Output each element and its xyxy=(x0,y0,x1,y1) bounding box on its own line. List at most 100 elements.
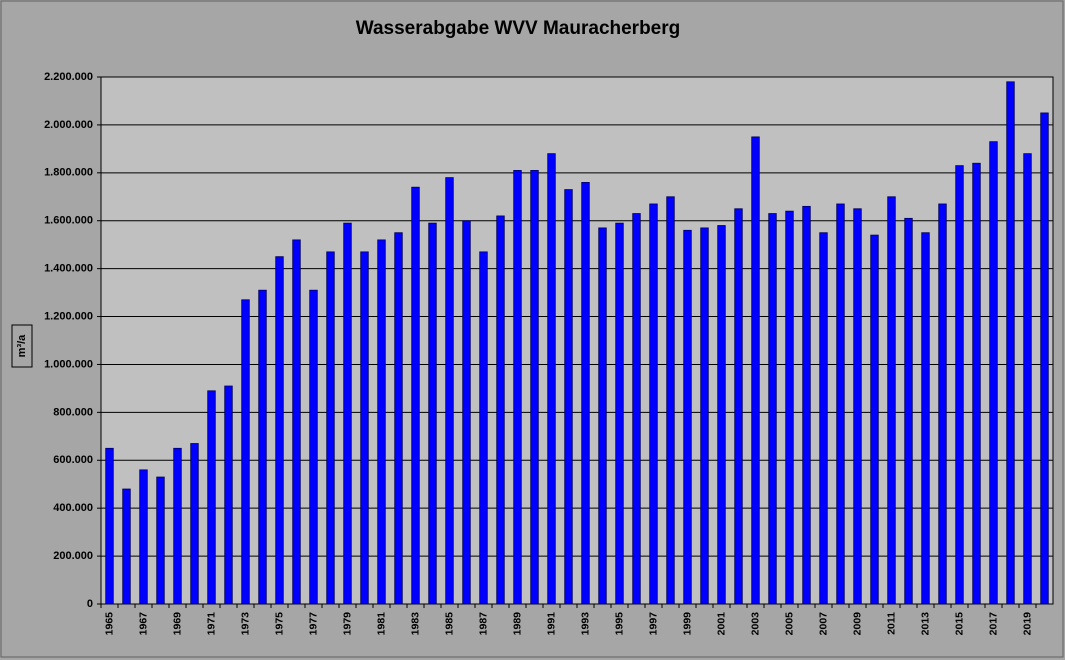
bar xyxy=(700,227,709,605)
x-tick-label: 2003 xyxy=(749,612,761,636)
y-tick-label: 800.000 xyxy=(53,406,93,418)
bar xyxy=(734,208,743,605)
x-tick-label: 1981 xyxy=(375,612,387,636)
bar xyxy=(394,232,403,605)
bar xyxy=(547,153,556,605)
bar xyxy=(479,251,488,605)
y-label-box xyxy=(11,324,33,368)
bar xyxy=(887,196,896,605)
bar xyxy=(513,170,522,605)
bar xyxy=(122,488,131,605)
bar xyxy=(496,215,505,605)
x-tick-label: 2005 xyxy=(783,612,795,636)
y-axis-label: m³/a xyxy=(16,334,28,358)
bar xyxy=(989,141,998,605)
x-tick-label: 1975 xyxy=(273,612,285,636)
bar xyxy=(105,447,114,605)
bar xyxy=(156,476,165,605)
bar xyxy=(683,229,692,605)
bar xyxy=(292,239,301,605)
y-tick-label: 0 xyxy=(87,598,93,610)
bar xyxy=(173,447,182,605)
x-tick-label: 1993 xyxy=(579,612,591,636)
x-tick-label: 2013 xyxy=(919,612,931,636)
y-tick-label: 2.200.000 xyxy=(44,71,93,83)
y-tick-label: 2.000.000 xyxy=(44,119,93,131)
x-tick-label: 2015 xyxy=(953,612,965,636)
y-tick-label: 200.000 xyxy=(53,550,93,562)
x-tick-label: 1985 xyxy=(443,612,455,636)
x-tick-label: 1999 xyxy=(681,612,693,636)
x-tick-label: 2009 xyxy=(851,612,863,636)
y-tick-label: 1.000.000 xyxy=(44,358,93,370)
x-tick-label: 1987 xyxy=(477,612,489,636)
bar xyxy=(819,232,828,605)
bar xyxy=(904,217,913,605)
x-tick-label: 2007 xyxy=(817,612,829,636)
x-tick-label: 1995 xyxy=(613,612,625,636)
bar xyxy=(530,170,539,605)
bar xyxy=(802,205,811,605)
y-tick-label: 1.600.000 xyxy=(44,215,93,227)
x-tick-label: 1969 xyxy=(171,612,183,636)
x-tick-label: 1971 xyxy=(205,612,217,636)
y-tick-label: 1.800.000 xyxy=(44,167,93,179)
bar xyxy=(207,390,216,605)
x-tick-label: 2017 xyxy=(987,612,999,636)
bar xyxy=(853,208,862,605)
bar xyxy=(666,196,675,605)
bar xyxy=(445,177,454,605)
x-tick-label: 2011 xyxy=(885,612,897,635)
bar xyxy=(241,299,250,605)
x-tick-label: 1973 xyxy=(239,612,251,636)
y-tick-label: 600.000 xyxy=(53,454,93,466)
bar xyxy=(411,186,420,605)
y-tick-label: 400.000 xyxy=(53,502,93,514)
chart-title: Wasserabgabe WVV Mauracherberg xyxy=(356,18,681,39)
y-tick-label: 1.200.000 xyxy=(44,310,93,322)
bar xyxy=(1023,153,1032,605)
bar xyxy=(275,256,284,605)
bar xyxy=(717,225,726,605)
bar xyxy=(972,162,981,605)
bar xyxy=(785,210,794,605)
x-tick-label: 1977 xyxy=(307,612,319,636)
bar xyxy=(139,469,148,605)
bar xyxy=(581,181,590,605)
bar xyxy=(751,136,760,605)
x-tick-label: 1965 xyxy=(103,612,115,636)
bar xyxy=(309,289,318,605)
bar xyxy=(360,251,369,605)
bar xyxy=(1006,81,1015,605)
bar xyxy=(564,189,573,605)
bar xyxy=(1040,112,1049,605)
x-tick-label: 1979 xyxy=(341,612,353,636)
x-tick-label: 1983 xyxy=(409,612,421,636)
bar xyxy=(615,222,624,605)
bar xyxy=(190,443,199,605)
bar xyxy=(224,385,233,605)
bar xyxy=(258,289,267,605)
bar xyxy=(836,203,845,605)
y-tick-label: 1.400.000 xyxy=(44,263,93,275)
bar xyxy=(768,213,777,605)
bar xyxy=(870,234,879,605)
x-tick-label: 2001 xyxy=(715,612,727,636)
x-tick-label: 2019 xyxy=(1021,612,1033,636)
bar xyxy=(632,213,641,605)
bar xyxy=(377,239,386,605)
bar xyxy=(921,232,930,605)
bar xyxy=(598,227,607,605)
x-tick-label: 1989 xyxy=(511,612,523,636)
x-tick-label: 1997 xyxy=(647,612,659,636)
bar xyxy=(649,203,658,605)
bar xyxy=(938,203,947,605)
bar xyxy=(462,220,471,605)
x-tick-label: 1967 xyxy=(137,612,149,636)
x-tick-label: 1991 xyxy=(545,612,557,636)
bar xyxy=(326,251,335,605)
bar xyxy=(428,222,437,605)
bar xyxy=(343,222,352,605)
